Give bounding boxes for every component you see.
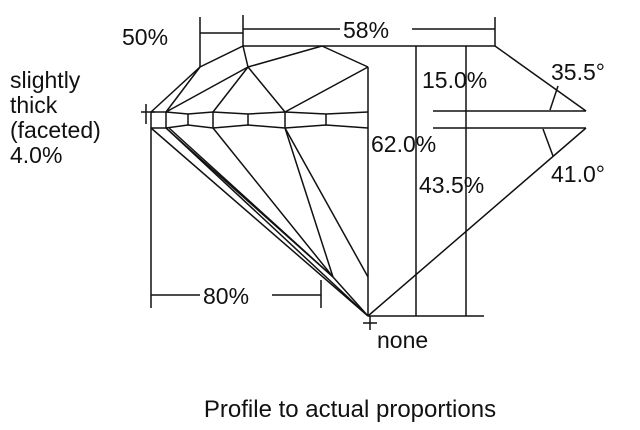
dimension-lines xyxy=(141,15,559,330)
table-percent-label: 58% xyxy=(343,17,389,43)
girdle-label-line2: thick xyxy=(10,92,58,118)
pavilion-depth-label: 43.5% xyxy=(419,172,484,198)
girdle-label-line1: slightly xyxy=(10,67,81,93)
lower-half-label: 80% xyxy=(203,283,249,309)
total-depth-label: 62.0% xyxy=(371,131,436,157)
girdle-thickness-value: 4.0% xyxy=(10,142,62,168)
pavilion-angle-label: 41.0° xyxy=(551,161,605,187)
star-length-label: 50% xyxy=(122,24,168,50)
girdle-label-line3: (faceted) xyxy=(10,117,101,143)
diagram-caption: Profile to actual proportions xyxy=(204,396,496,423)
crown-angle-label: 35.5° xyxy=(551,59,605,85)
culet-label: none xyxy=(377,327,428,353)
diamond-outline xyxy=(150,45,587,317)
crown-height-label: 15.0% xyxy=(422,67,487,93)
